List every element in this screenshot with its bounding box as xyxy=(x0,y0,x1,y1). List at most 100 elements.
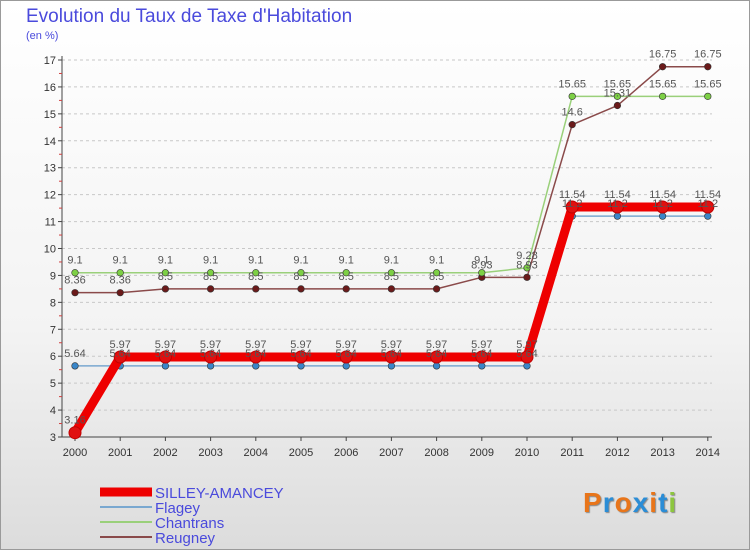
data-point-reugney xyxy=(568,121,576,129)
data-point-silley-amancey xyxy=(475,350,489,364)
data-point-silley-amancey xyxy=(701,200,715,214)
data-point-silley-amancey xyxy=(249,350,263,364)
data-label-chantrans: 9.1 xyxy=(429,255,444,267)
data-point-reugney xyxy=(161,285,169,293)
data-point-reugney xyxy=(71,289,79,297)
data-point-flagey xyxy=(658,212,667,220)
data-point-silley-amancey xyxy=(339,350,353,364)
data-label-chantrans: 9.1 xyxy=(67,255,82,267)
data-label-flagey: 5.64 xyxy=(64,348,85,360)
data-label-chantrans: 9.1 xyxy=(113,255,128,267)
data-label-reugney: 8.93 xyxy=(471,259,492,271)
data-label-reugney: 16.75 xyxy=(694,49,722,61)
data-point-reugney xyxy=(387,285,396,293)
data-point-chantrans xyxy=(71,269,79,277)
data-point-reugney xyxy=(207,285,215,293)
data-point-silley-amancey xyxy=(430,350,444,364)
data-label-flagey: 5.64 xyxy=(426,348,447,360)
data-label-flagey: 5.64 xyxy=(381,348,402,360)
data-label-chantrans: 15.65 xyxy=(649,78,677,90)
data-point-reugney xyxy=(116,289,124,297)
y-tick-label: 14 xyxy=(44,136,56,148)
data-point-flagey xyxy=(478,362,486,370)
y-tick-label: 12 xyxy=(44,190,56,202)
y-tick-label: 10 xyxy=(44,244,56,256)
data-label-silley-amancey: 5.97 xyxy=(109,339,130,351)
legend-label-flagey: Flagey xyxy=(155,500,201,517)
y-tick-label: 16 xyxy=(44,82,56,94)
data-point-silley-amancey xyxy=(294,350,308,364)
data-point-silley-amancey xyxy=(610,200,624,214)
data-point-chantrans xyxy=(116,269,124,277)
data-label-silley-amancey: 5.97 xyxy=(516,339,537,351)
logo-letter: o xyxy=(614,487,633,518)
x-tick-label: 2007 xyxy=(379,447,403,459)
data-label-silley-amancey: 5.97 xyxy=(426,339,447,351)
data-label-chantrans: 15.65 xyxy=(558,78,586,90)
data-point-chantrans xyxy=(161,269,169,277)
y-tick-label: 5 xyxy=(50,378,56,390)
data-label-silley-amancey: 5.97 xyxy=(381,339,402,351)
data-point-reugney xyxy=(342,285,350,293)
x-tick-label: 2003 xyxy=(198,447,222,459)
data-point-reugney xyxy=(523,273,531,281)
data-point-flagey xyxy=(387,362,396,370)
data-point-chantrans xyxy=(478,269,486,277)
y-tick-label: 3 xyxy=(50,432,56,444)
data-point-chantrans xyxy=(252,269,260,277)
x-tick-label: 2012 xyxy=(605,447,629,459)
data-label-silley-amancey: 11.54 xyxy=(559,189,586,201)
data-point-reugney xyxy=(297,285,305,293)
data-point-reugney xyxy=(433,285,441,293)
data-point-chantrans xyxy=(297,269,305,277)
proxiti-logo: Proxiti xyxy=(583,487,677,519)
x-tick-label: 2011 xyxy=(560,447,584,459)
data-point-flagey xyxy=(71,362,79,370)
data-label-chantrans: 15.65 xyxy=(694,78,722,90)
data-label-flagey: 5.64 xyxy=(245,348,266,360)
data-point-chantrans xyxy=(658,92,667,100)
data-point-silley-amancey xyxy=(520,350,534,364)
data-label-silley-amancey: 11.54 xyxy=(694,189,721,201)
y-tick-label: 15 xyxy=(44,109,56,121)
grid-lines xyxy=(62,59,712,438)
data-point-silley-amancey xyxy=(656,200,670,214)
y-tick-label: 7 xyxy=(50,324,56,336)
data-label-flagey: 11.2 xyxy=(607,198,628,210)
data-point-chantrans xyxy=(207,269,215,277)
data-label-reugney: 16.75 xyxy=(649,49,677,61)
data-label-reugney: 8.5 xyxy=(293,271,308,283)
logo-letter: r xyxy=(602,487,615,518)
y-tick-label: 6 xyxy=(50,351,56,363)
data-label-flagey: 5.64 xyxy=(290,348,311,360)
data-point-silley-amancey xyxy=(565,200,579,214)
data-label-chantrans: 9.1 xyxy=(384,255,399,267)
series-line-chantrans xyxy=(75,95,708,274)
y-tick-label: 17 xyxy=(44,55,56,67)
x-tick-label: 2014 xyxy=(696,447,720,459)
data-point-silley-amancey xyxy=(384,350,398,364)
series-line-silley-amancey xyxy=(71,202,708,435)
data-point-reugney xyxy=(252,285,260,293)
x-tick-label: 2004 xyxy=(244,447,268,459)
data-point-flagey xyxy=(433,362,441,370)
y-tick-label: 13 xyxy=(44,163,56,175)
x-tick-label: 2006 xyxy=(334,447,358,459)
data-label-flagey: 11.2 xyxy=(652,198,673,210)
data-label-reugney: 8.5 xyxy=(248,271,263,283)
data-label-flagey: 11.2 xyxy=(698,198,719,210)
data-label-flagey: 5.64 xyxy=(516,348,537,360)
data-label-reugney: 8.36 xyxy=(64,275,85,287)
data-label-reugney: 8.5 xyxy=(429,271,444,283)
data-label-silley-amancey: 5.97 xyxy=(471,339,492,351)
data-point-flagey xyxy=(342,362,350,370)
x-tick-label: 2008 xyxy=(424,447,448,459)
data-label-flagey: 5.64 xyxy=(109,348,130,360)
data-label-reugney: 8.36 xyxy=(109,275,130,287)
data-point-chantrans xyxy=(387,269,396,277)
data-label-silley-amancey: 5.97 xyxy=(290,339,311,351)
x-tick-label: 2001 xyxy=(108,447,132,459)
data-point-flagey xyxy=(704,212,712,220)
data-labels-layer: 8.36 8.36 8.5 8.5 8.5 8.5 8.5 8.5 8.5 8.93 8.93 14.… xyxy=(64,49,721,427)
